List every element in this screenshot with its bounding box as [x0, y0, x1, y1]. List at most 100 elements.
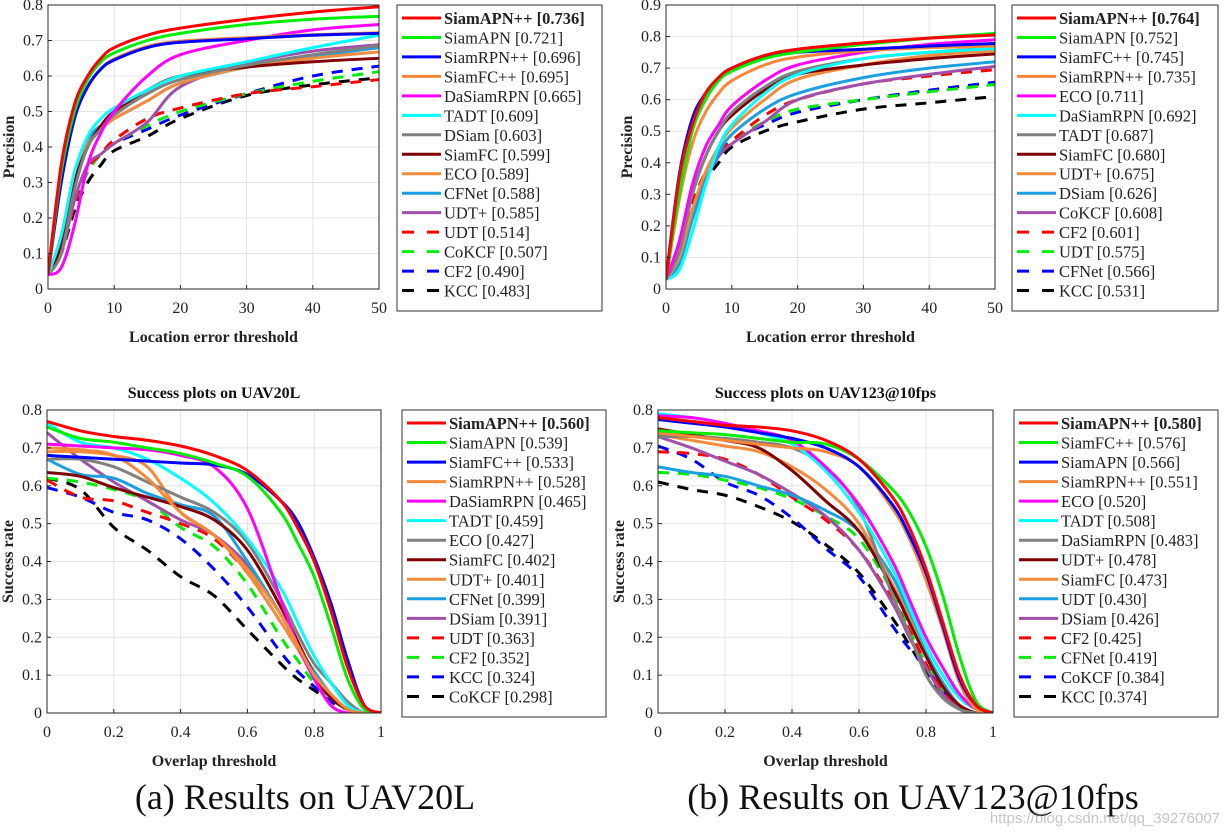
- y-tick-label: 0.6: [633, 478, 653, 495]
- legend-label: SiamAPN [0.566]: [1061, 453, 1180, 472]
- legend-label: TADT [0.459]: [449, 512, 544, 531]
- y-tick-label: 0.6: [641, 92, 661, 109]
- x-tick-label: 0.2: [104, 724, 124, 741]
- x-tick-label: 0.6: [237, 724, 257, 741]
- x-tick-label: 1: [377, 724, 385, 741]
- x-tick-label: 0: [44, 300, 52, 317]
- legend-label: KCC [0.531]: [1059, 282, 1145, 301]
- chart-title: Success plots on UAV123@10fps: [715, 385, 936, 402]
- y-tick-label: 0.6: [22, 478, 42, 495]
- caption-a: (a) Results on UAV20L: [134, 777, 476, 817]
- y-axis-label: Precision: [1, 116, 18, 179]
- legend-label: SiamFC [0.599]: [444, 145, 550, 164]
- legend: SiamAPN++ [0.560]SiamAPN [0.539]SiamFC++…: [401, 409, 607, 718]
- legend-label: UDT [0.363]: [449, 629, 535, 648]
- y-tick-label: 0.1: [641, 249, 661, 266]
- x-tick-label: 0.6: [849, 724, 869, 741]
- series-line-siamapn: [47, 425, 382, 713]
- legend-label: ECO [0.589]: [444, 165, 529, 184]
- series-line-kcc: [48, 76, 380, 276]
- axes-box: [665, 4, 996, 290]
- legend-label: SiamAPN++ [0.764]: [1059, 9, 1200, 28]
- y-tick-label: 0.4: [22, 554, 42, 571]
- legend-label: CF2 [0.425]: [1061, 629, 1142, 648]
- series-line-udtp: [48, 43, 380, 276]
- legend-label: UDT [0.514]: [444, 223, 530, 242]
- y-tick-label: 0.8: [633, 402, 653, 419]
- y-tick-label: 0.5: [23, 104, 43, 121]
- series-line-siamapnpp: [666, 33, 996, 280]
- y-tick-label: 0: [645, 705, 653, 722]
- x-tick-label: 0.4: [782, 724, 802, 741]
- legend-label: DSiam [0.391]: [449, 609, 547, 628]
- series-line-dsiam: [48, 44, 380, 276]
- legend: SiamAPN++ [0.580]SiamFC++ [0.576]SiamAPN…: [1013, 409, 1219, 718]
- legend-label: CFNet [0.399]: [449, 590, 545, 609]
- y-tick-label: 0.6: [23, 68, 43, 85]
- y-tick-label: 0.7: [22, 440, 42, 457]
- y-tick-label: 0.4: [633, 554, 653, 571]
- series-line-cf2: [47, 476, 381, 713]
- legend-label: TADT [0.609]: [444, 106, 539, 125]
- series-line-siamapnpp: [658, 416, 994, 713]
- legend-label: SiamRPN++ [0.528]: [449, 473, 586, 492]
- legend: SiamAPN++ [0.736]SiamAPN [0.721]SiamRPN+…: [396, 4, 603, 312]
- x-axis-label: Location error threshold: [746, 329, 915, 346]
- legend-label: SiamAPN [0.721]: [444, 28, 563, 47]
- legend-label: SiamFC++ [0.745]: [1059, 48, 1184, 67]
- series-line-siamrpnpp: [47, 446, 381, 713]
- y-tick-label: 0.8: [641, 29, 661, 46]
- y-tick-label: 0.9: [641, 0, 661, 14]
- y-tick-label: 0.3: [22, 591, 42, 608]
- series-line-siamrpnpp: [48, 31, 380, 276]
- legend-label: ECO [0.711]: [1059, 87, 1144, 106]
- legend-label: SiamFC [0.680]: [1059, 145, 1165, 164]
- x-axis-label: Overlap threshold: [763, 753, 888, 770]
- legend-label: SiamFC [0.402]: [449, 551, 555, 570]
- legend-label: SiamRPN++ [0.696]: [444, 48, 581, 67]
- legend-label: KCC [0.483]: [444, 282, 530, 301]
- x-tick-label: 50: [987, 300, 1003, 317]
- x-tick-label: 50: [371, 300, 387, 317]
- legend-label: SiamRPN++ [0.551]: [1061, 473, 1198, 492]
- legend-label: KCC [0.374]: [1061, 687, 1147, 706]
- legend-label: UDT+ [0.585]: [444, 204, 539, 223]
- legend-label: UDT [0.430]: [1061, 590, 1147, 609]
- y-tick-label: 0.5: [22, 516, 42, 533]
- legend-label: SiamAPN++ [0.736]: [444, 9, 585, 28]
- panel-b-success: 0 0.1 0.2 0.3 0.4 0.5 0.6 0.7 0.8 0 0.2 0.4 0.6 0.8 1 O…: [611, 385, 1219, 770]
- legend-label: TADT [0.508]: [1061, 512, 1156, 531]
- x-tick-label: 40: [305, 300, 321, 317]
- x-axis-label: Location error threshold: [129, 329, 298, 346]
- y-tick-label: 0.4: [23, 139, 43, 156]
- legend-label: DaSiamRPN [0.665]: [444, 87, 582, 106]
- y-tick-label: 0.4: [641, 155, 661, 172]
- legend-label: DSiam [0.603]: [444, 126, 542, 145]
- series-line-siamfcpp: [47, 453, 382, 713]
- series-line-dasiamrpn: [658, 434, 993, 713]
- y-tick-label: 0: [35, 281, 43, 298]
- y-tick-label: 0.2: [633, 629, 653, 646]
- series-line-udtp: [666, 49, 996, 281]
- x-tick-label: 0.2: [715, 724, 735, 741]
- y-tick-label: 0.8: [23, 0, 43, 14]
- series-line-siamfcpp: [658, 429, 994, 713]
- legend-label: UDT [0.575]: [1059, 243, 1145, 262]
- y-tick-label: 0.3: [633, 591, 653, 608]
- x-axis-label: Overlap threshold: [152, 753, 277, 770]
- y-tick-label: 0: [653, 281, 661, 298]
- x-tick-label: 30: [855, 300, 871, 317]
- y-tick-label: 0.1: [633, 667, 653, 684]
- x-tick-label: 0.8: [916, 724, 936, 741]
- legend-label: KCC [0.324]: [449, 668, 535, 687]
- legend-label: CF2 [0.352]: [449, 648, 530, 667]
- x-tick-label: 0.4: [171, 724, 191, 741]
- y-tick-label: 0.7: [23, 33, 43, 50]
- legend-label: CoKCF [0.608]: [1059, 204, 1163, 223]
- legend-label: SiamAPN [0.539]: [449, 434, 568, 453]
- legend-label: SiamFC++ [0.695]: [444, 67, 569, 86]
- y-tick-label: 0.3: [641, 186, 661, 203]
- legend-label: CFNet [0.588]: [444, 184, 540, 203]
- legend-label: SiamFC++ [0.533]: [449, 453, 574, 472]
- panel-a-success: 0 0.1 0.2 0.3 0.4 0.5 0.6 0.7 0.8 0 0.2 0.4 0.6 0.8 1 O…: [0, 385, 607, 770]
